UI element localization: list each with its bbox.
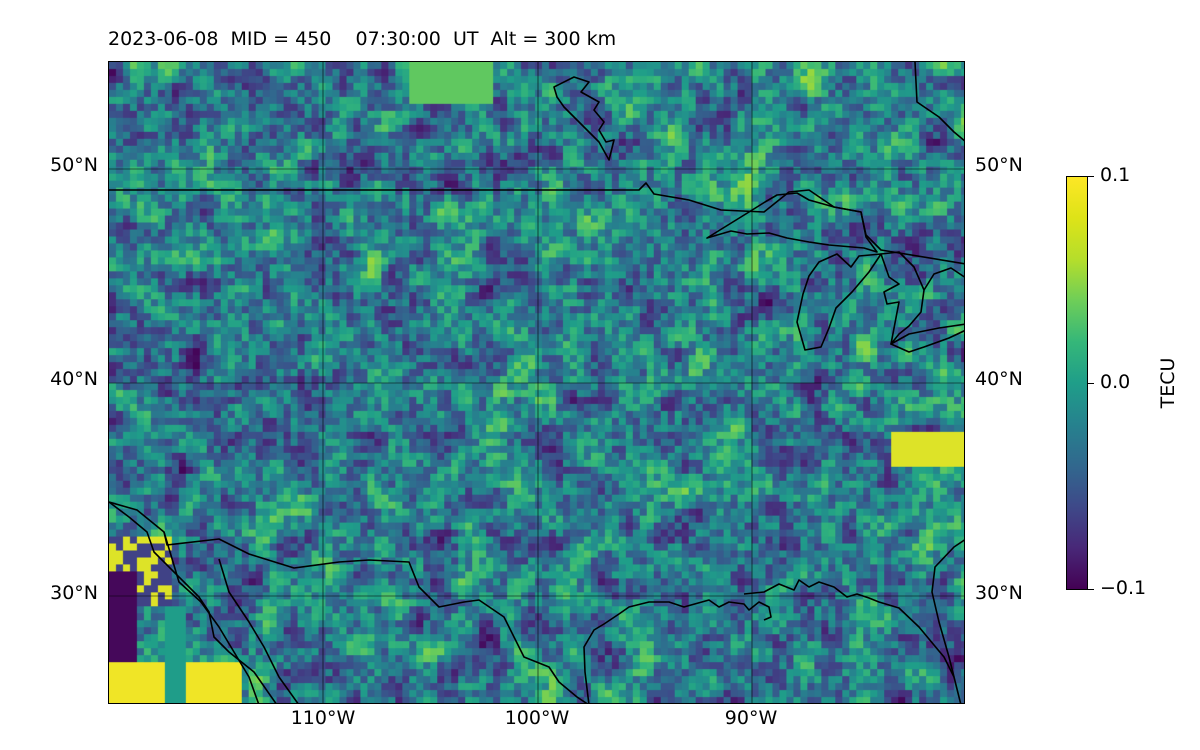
lat-label-right-30: 30°N [975, 582, 1023, 604]
colorbar-min-label: −0.1 [1100, 577, 1147, 599]
gridlines [109, 62, 964, 703]
tec-map [108, 61, 965, 704]
lake-michigan [796, 253, 882, 351]
us-canada-border [109, 182, 964, 265]
lake-erie-ontario [890, 323, 964, 353]
gulf-coast-east [743, 579, 962, 703]
baja-california [163, 531, 260, 703]
colorbar-tick-max [1088, 176, 1094, 177]
lat-label-right-40: 40°N [975, 368, 1023, 390]
florida-atlantic [931, 539, 964, 678]
coastlines [109, 62, 964, 703]
baja-west-coast [109, 501, 277, 703]
us-mexico-border [109, 501, 588, 703]
colorbar-mid-label: 0.0 [1100, 371, 1131, 393]
canada-shore [923, 267, 964, 291]
hudson-bay [553, 76, 615, 161]
mexico-mainland-coast [218, 558, 299, 703]
gulf-coast-west [583, 599, 772, 703]
lon-label-90w: 90°W [724, 707, 778, 729]
lat-label-left-30: 30°N [50, 582, 98, 604]
map-overlay [109, 62, 964, 703]
colorbar-max-label: 0.1 [1100, 164, 1131, 186]
lake-huron [880, 251, 925, 345]
colorbar [1066, 176, 1088, 590]
colorbar-tick-mid [1088, 383, 1094, 384]
lon-label-110w: 110°W [290, 707, 356, 729]
lat-label-right-50: 50°N [975, 154, 1023, 176]
lat-label-left-40: 40°N [50, 368, 98, 390]
colorbar-tick-min [1088, 589, 1094, 590]
plot-title: 2023-06-08 MID = 450 07:30:00 UT Alt = 3… [108, 28, 617, 50]
colorbar-title: TECU [1157, 357, 1179, 409]
lake-superior [706, 192, 878, 253]
labrador-coast [914, 62, 964, 142]
lat-label-left-50: 50°N [50, 154, 98, 176]
lon-label-100w: 100°W [504, 707, 570, 729]
